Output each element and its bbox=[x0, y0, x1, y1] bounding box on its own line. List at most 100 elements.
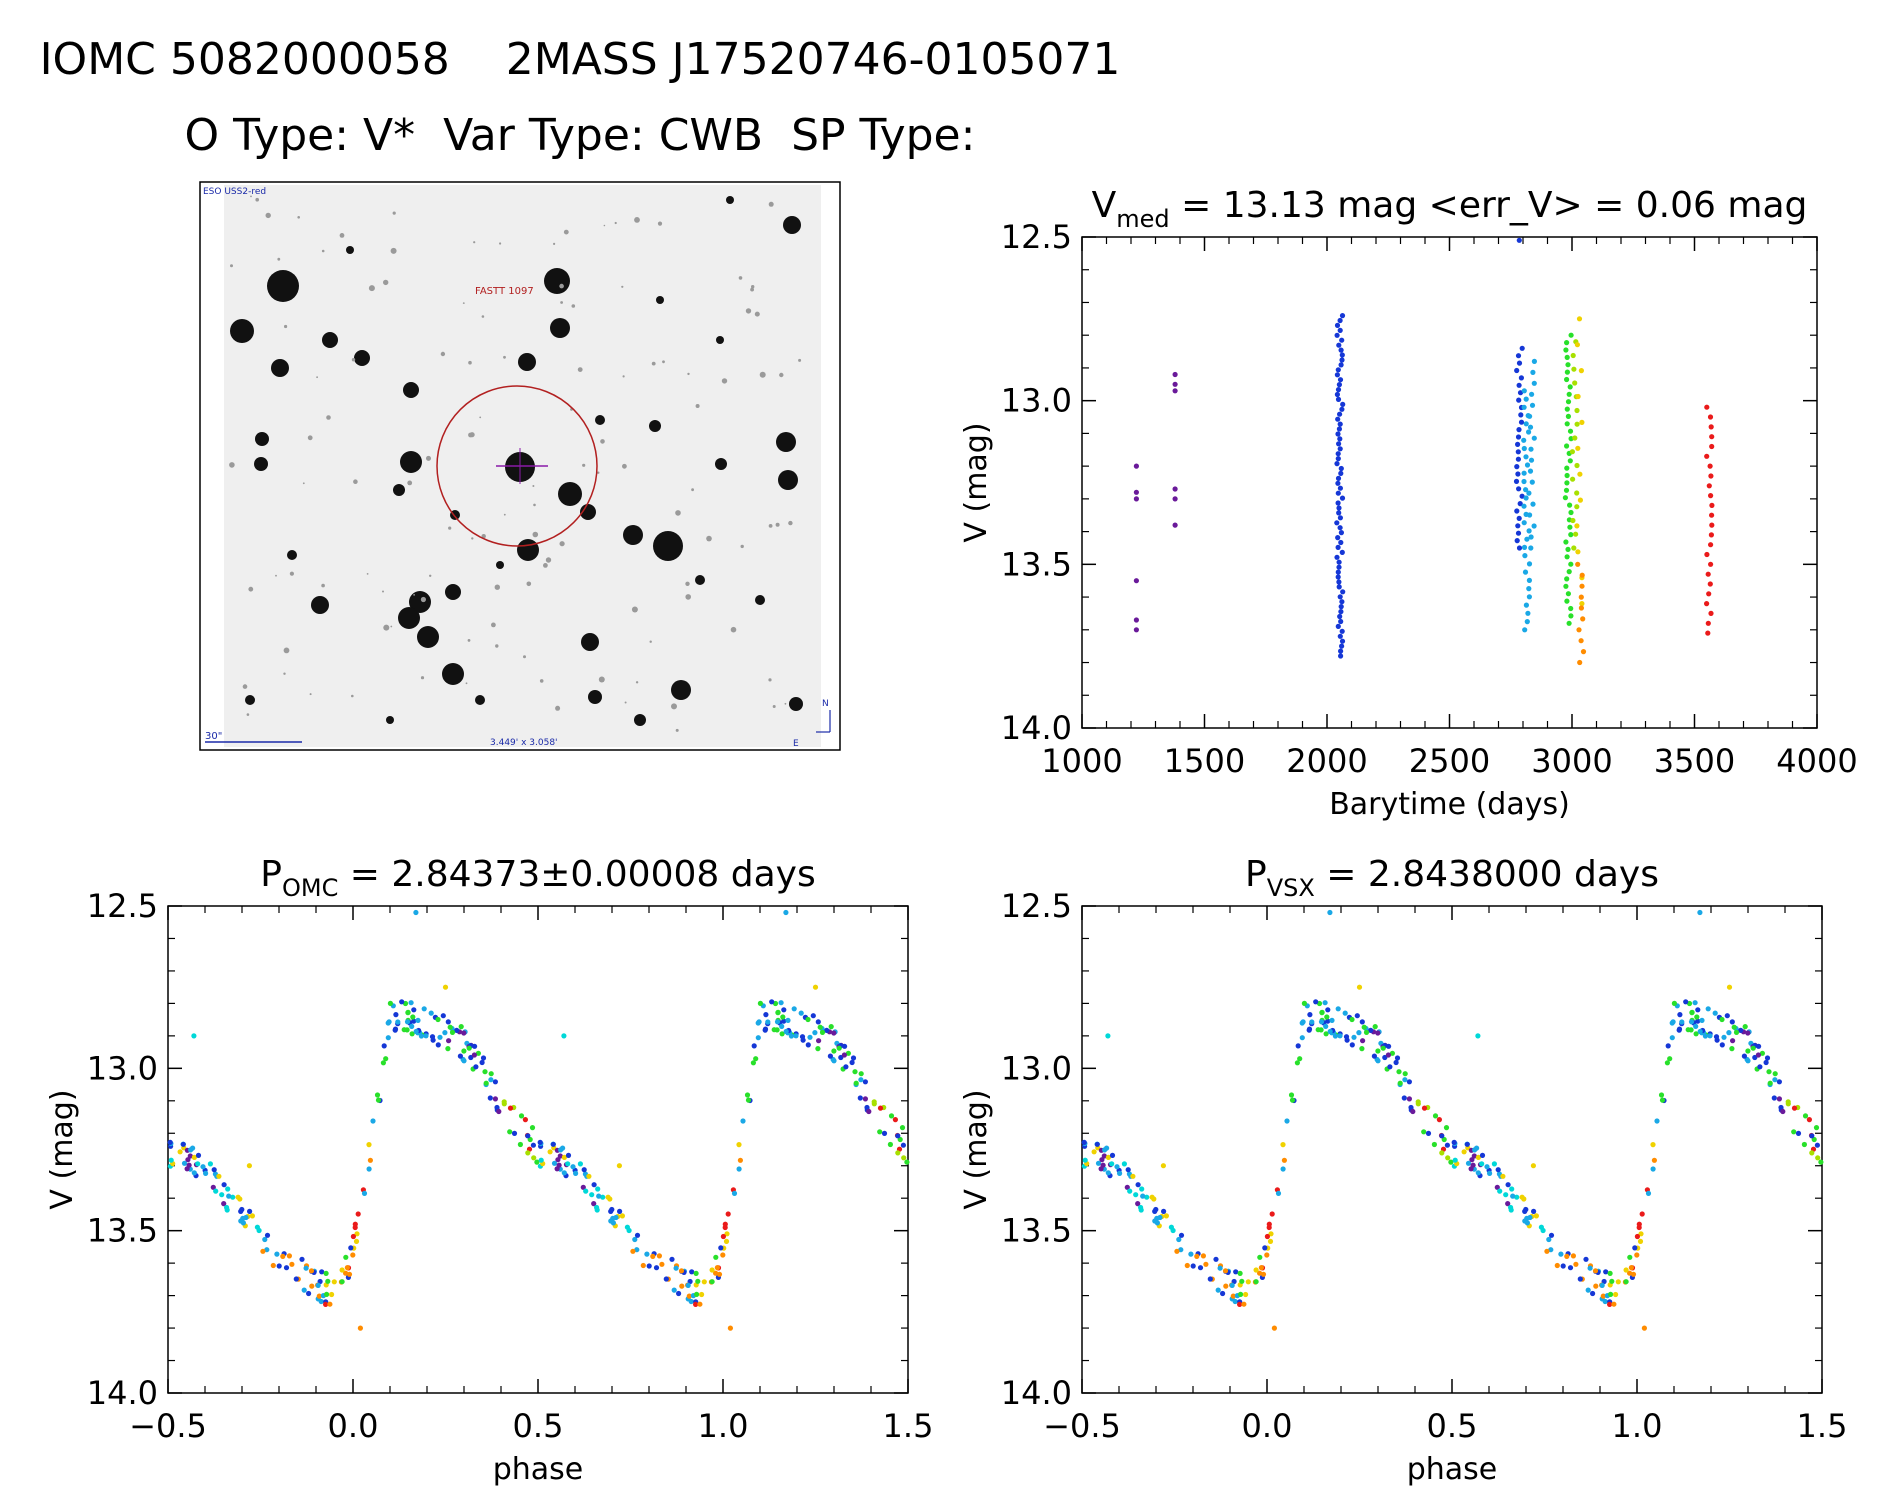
data-point bbox=[1133, 489, 1139, 495]
data-point bbox=[348, 1245, 354, 1251]
data-point bbox=[1325, 1007, 1331, 1013]
data-point bbox=[1564, 443, 1570, 449]
data-point bbox=[1704, 404, 1710, 410]
chart-title-sub: OMC bbox=[282, 874, 338, 902]
data-point bbox=[522, 1117, 529, 1123]
data-point bbox=[849, 1059, 855, 1066]
data-point bbox=[1335, 431, 1341, 437]
data-point bbox=[319, 1269, 325, 1275]
data-point bbox=[1505, 1201, 1511, 1207]
chart-title: Vmed = 13.13 mag <err_V> = 0.06 mag bbox=[1092, 185, 1808, 233]
data-point bbox=[492, 1096, 498, 1102]
data-point bbox=[724, 1231, 730, 1237]
sky-faint-star bbox=[533, 503, 536, 507]
data-point bbox=[1339, 495, 1346, 501]
data-point bbox=[745, 1097, 752, 1103]
sky-faint-star bbox=[481, 315, 485, 318]
data-point bbox=[1178, 1232, 1185, 1238]
sky-star bbox=[393, 484, 405, 496]
data-point bbox=[1339, 638, 1346, 644]
sky-faint-star bbox=[284, 324, 288, 329]
data-point bbox=[1479, 1152, 1486, 1158]
data-point bbox=[697, 1301, 703, 1307]
data-point bbox=[442, 1030, 448, 1036]
data-point bbox=[471, 1052, 477, 1058]
data-point bbox=[1519, 345, 1525, 351]
data-point bbox=[1568, 532, 1574, 538]
data-point bbox=[1538, 1224, 1544, 1230]
data-point bbox=[1763, 1059, 1769, 1066]
data-point bbox=[781, 1018, 787, 1024]
data-point bbox=[1568, 509, 1574, 516]
data-point bbox=[900, 1142, 907, 1148]
data-point bbox=[1567, 502, 1573, 508]
data-point bbox=[445, 1019, 451, 1025]
data-point bbox=[1337, 485, 1343, 491]
data-point bbox=[1567, 428, 1574, 434]
data-point bbox=[1335, 480, 1341, 486]
data-point bbox=[1526, 429, 1532, 435]
data-point bbox=[442, 984, 449, 990]
sky-faint-star bbox=[597, 471, 600, 474]
sky-star bbox=[517, 539, 539, 561]
data-point bbox=[817, 1024, 823, 1030]
data-point bbox=[1809, 1133, 1815, 1139]
data-point bbox=[1645, 1190, 1652, 1196]
data-point bbox=[845, 1050, 852, 1056]
data-point bbox=[899, 1125, 906, 1131]
data-point bbox=[1338, 609, 1344, 615]
data-point bbox=[1726, 1030, 1732, 1036]
data-point bbox=[511, 1130, 518, 1136]
data-point bbox=[1563, 583, 1569, 589]
data-point bbox=[1527, 1214, 1533, 1221]
chart-title-main: P bbox=[1245, 854, 1267, 895]
data-point bbox=[815, 1046, 821, 1052]
x-axis-label: phase bbox=[1407, 1452, 1498, 1487]
data-point bbox=[1514, 538, 1520, 544]
data-point bbox=[1573, 1261, 1579, 1267]
data-point bbox=[1530, 501, 1536, 507]
data-point bbox=[595, 1186, 601, 1192]
data-point bbox=[1745, 1048, 1751, 1054]
data-point bbox=[1325, 1018, 1331, 1024]
data-point bbox=[1444, 1142, 1450, 1148]
data-point bbox=[1203, 1261, 1209, 1267]
data-point bbox=[346, 1271, 353, 1277]
data-point bbox=[1275, 1190, 1282, 1196]
data-point bbox=[1161, 1208, 1167, 1214]
data-point bbox=[1665, 1043, 1671, 1049]
data-point bbox=[475, 1050, 481, 1056]
data-point bbox=[1772, 1077, 1778, 1083]
data-point bbox=[1257, 1254, 1263, 1260]
data-point bbox=[1659, 1097, 1666, 1103]
data-point bbox=[1334, 461, 1340, 467]
data-point bbox=[720, 1252, 726, 1258]
data-point bbox=[1337, 327, 1343, 333]
data-point bbox=[221, 1201, 227, 1207]
data-point bbox=[791, 1006, 797, 1012]
data-point bbox=[517, 1141, 524, 1148]
data-point bbox=[1564, 598, 1570, 604]
data-point bbox=[1518, 375, 1524, 381]
data-point bbox=[812, 984, 819, 990]
sky-star bbox=[409, 591, 431, 613]
sky-faint-star bbox=[230, 264, 233, 268]
data-point bbox=[1436, 1117, 1442, 1123]
data-point bbox=[1639, 1211, 1645, 1217]
data-point bbox=[1139, 1186, 1145, 1192]
data-point bbox=[1517, 501, 1523, 507]
data-point bbox=[1627, 1270, 1633, 1276]
data-point bbox=[339, 1279, 345, 1285]
data-point bbox=[1514, 508, 1520, 514]
x-tick-label: 1.5 bbox=[883, 1407, 934, 1445]
y-axis-label: V (mag) bbox=[959, 422, 994, 542]
data-point bbox=[1742, 1024, 1748, 1030]
data-point bbox=[530, 1142, 537, 1148]
data-point bbox=[435, 1016, 441, 1023]
data-point bbox=[1523, 487, 1529, 493]
data-point bbox=[1300, 1019, 1306, 1025]
data-point bbox=[581, 1167, 587, 1173]
data-point bbox=[619, 1213, 626, 1219]
data-point bbox=[727, 1325, 734, 1331]
x-tick-label: 3000 bbox=[1531, 742, 1612, 780]
